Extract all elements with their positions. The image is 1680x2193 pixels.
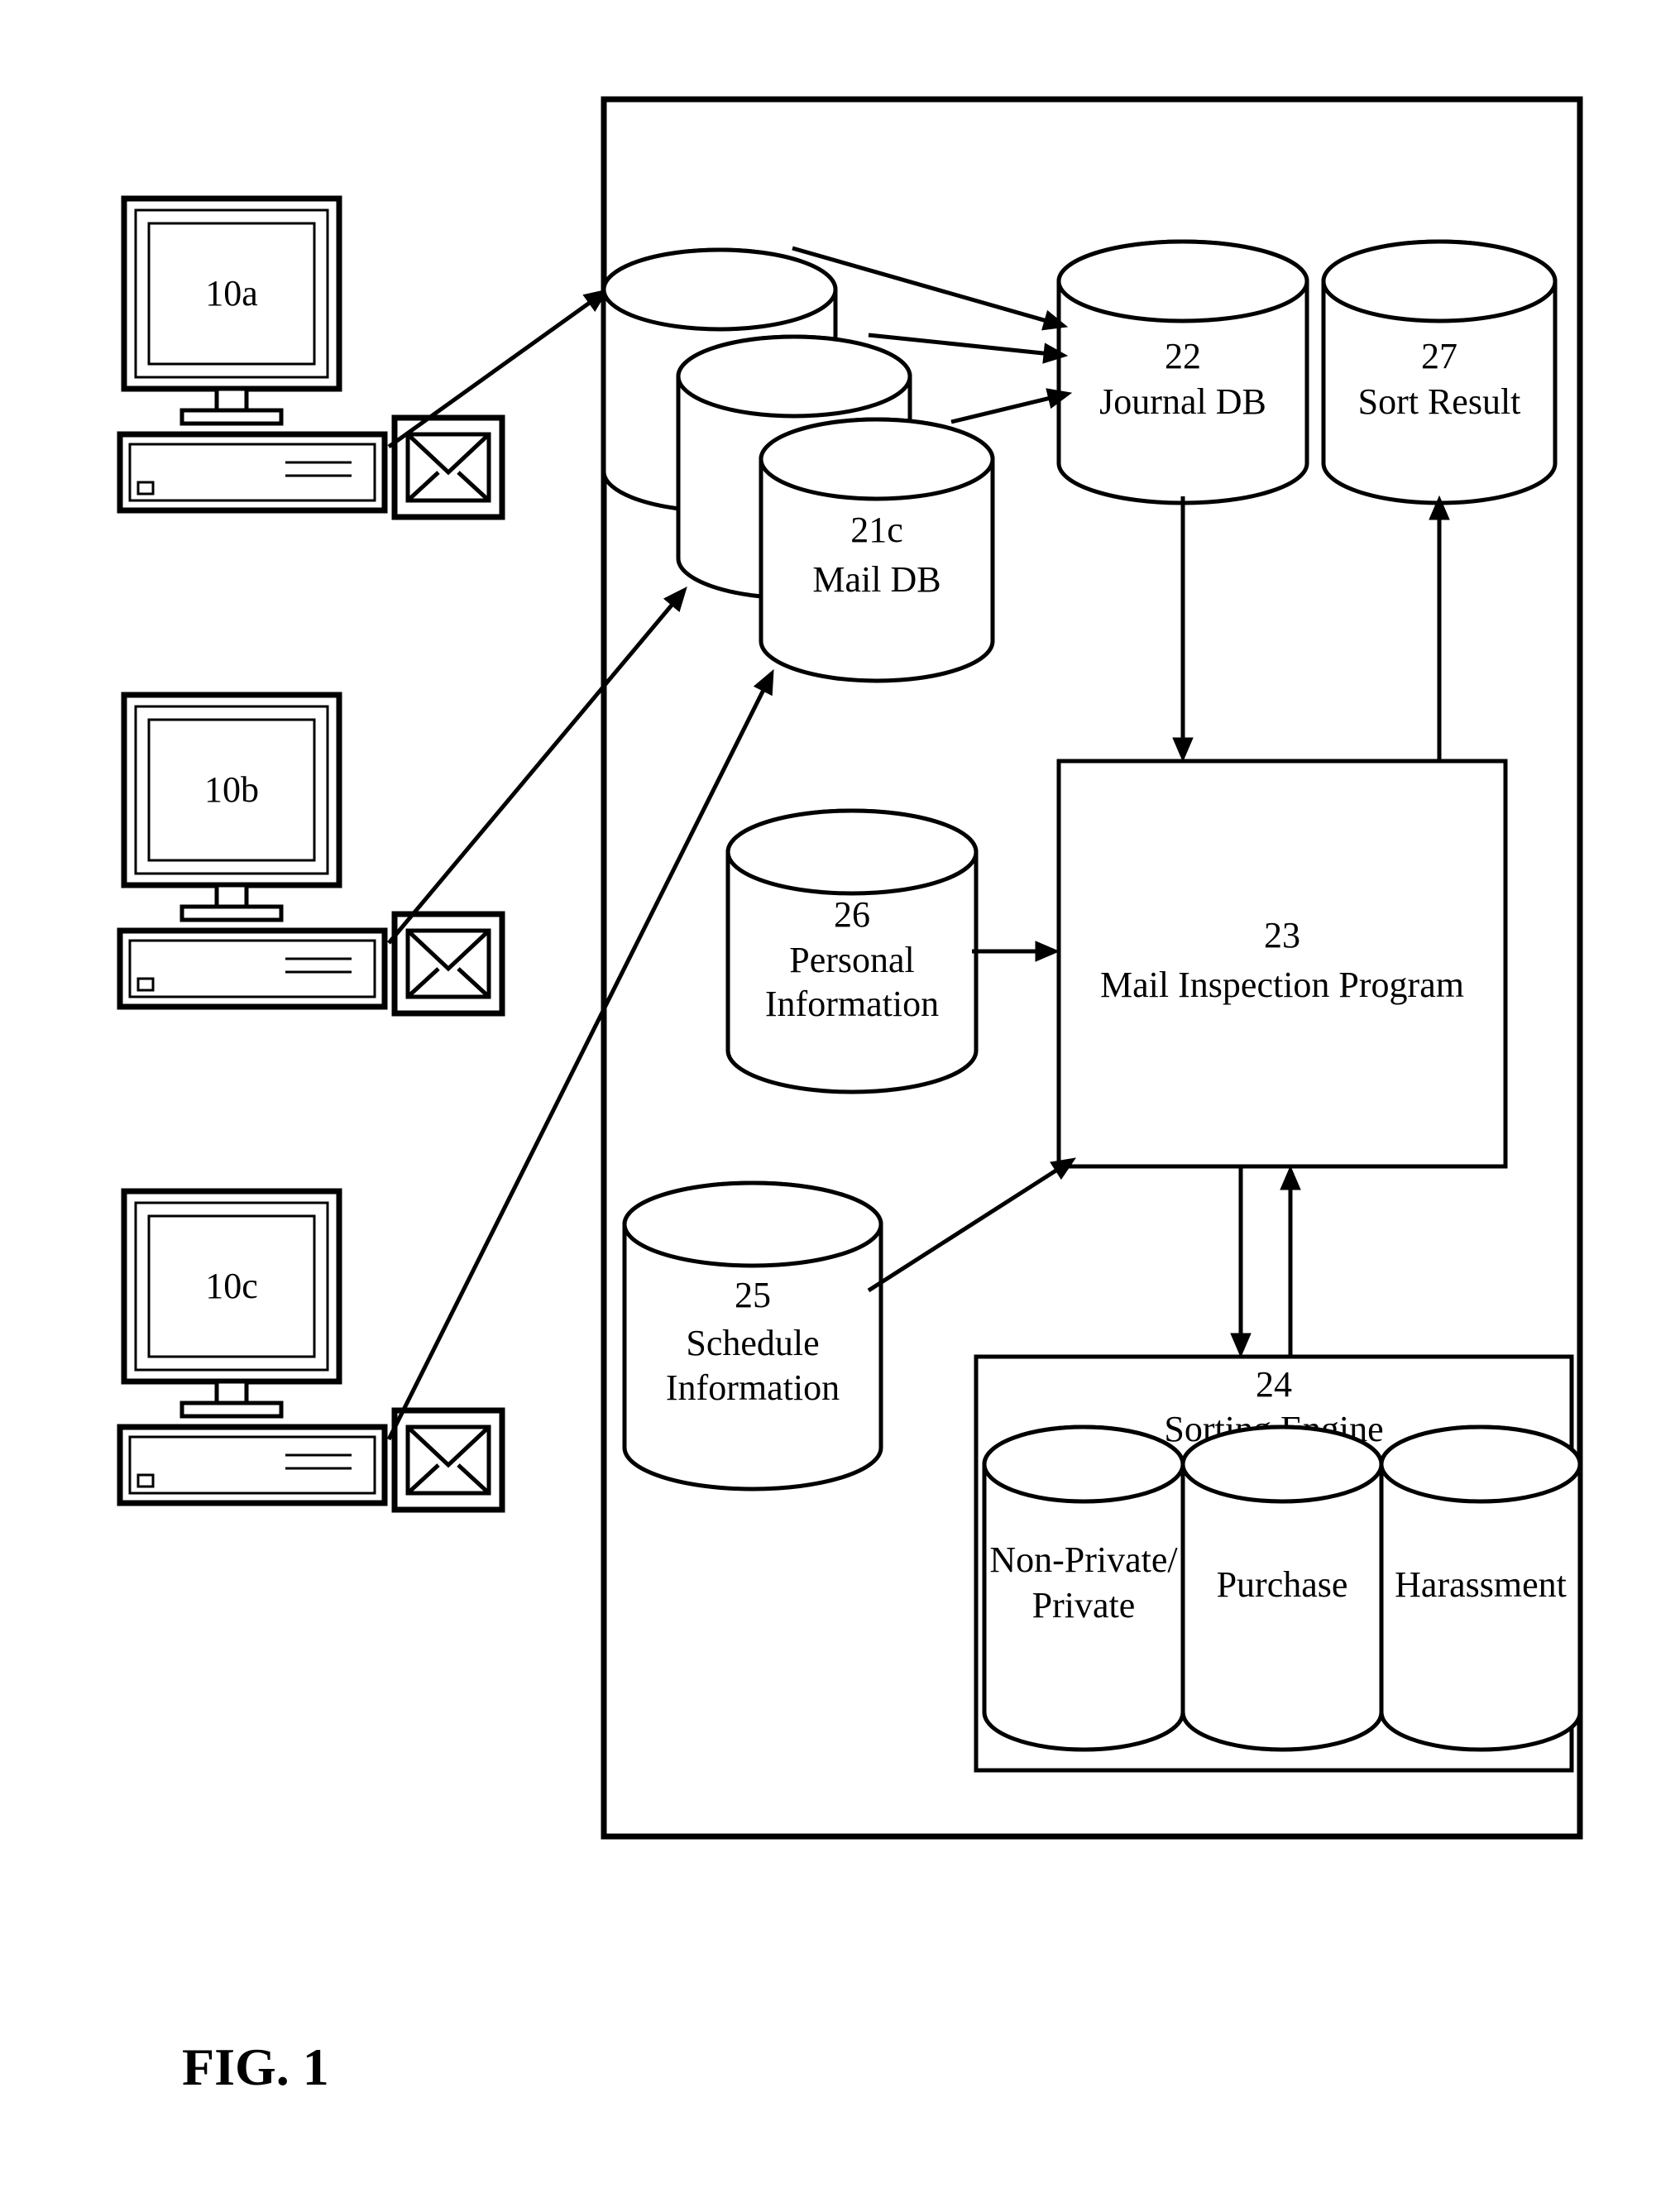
client-10b <box>120 695 502 1013</box>
mail-inspection-box <box>1059 761 1505 1166</box>
arrow <box>972 941 1059 961</box>
diagram-canvas: 10a 10b 10c 21c Mail DB 22 Journal DB 27 Sort Re… <box>0 0 1680 2193</box>
arrow <box>1173 496 1193 761</box>
client-label: 10c <box>205 1266 258 1306</box>
arrow <box>951 389 1071 422</box>
client-10a <box>120 199 502 517</box>
nonprivate-label-2: Private <box>1032 1585 1136 1626</box>
client-10c <box>120 1191 502 1510</box>
label-schedule-2: Information <box>666 1367 840 1408</box>
ref-23: 23 <box>1264 915 1300 955</box>
ref-25: 25 <box>735 1275 771 1315</box>
arrow <box>389 587 687 943</box>
ref-24: 24 <box>1256 1364 1292 1405</box>
arrow <box>869 1158 1075 1290</box>
client-label: 10a <box>205 273 258 314</box>
ref-22: 22 <box>1165 336 1201 376</box>
nonprivate-label-1: Non-Private/ <box>989 1539 1178 1580</box>
purchase-label: Purchase <box>1217 1564 1348 1605</box>
figure-label: FIG. 1 <box>182 2037 329 2096</box>
arrow <box>1280 1166 1300 1357</box>
label-personal-1: Personal <box>789 940 915 980</box>
arrow <box>1429 496 1449 761</box>
arrow <box>1231 1166 1251 1357</box>
ref-27: 27 <box>1421 336 1457 376</box>
label-personal-2: Information <box>765 984 939 1024</box>
harassment-label: Harassment <box>1395 1564 1567 1605</box>
label-journal-db: Journal DB <box>1099 381 1266 422</box>
label-mail-db: Mail DB <box>812 559 941 600</box>
label-mail-inspection: Mail Inspection Program <box>1100 965 1464 1005</box>
label-schedule-1: Schedule <box>686 1323 819 1363</box>
client-label: 10b <box>204 769 259 810</box>
ref-21c: 21c <box>850 510 903 550</box>
ref-26: 26 <box>834 894 870 935</box>
label-sort-result: Sort Result <box>1358 381 1521 422</box>
